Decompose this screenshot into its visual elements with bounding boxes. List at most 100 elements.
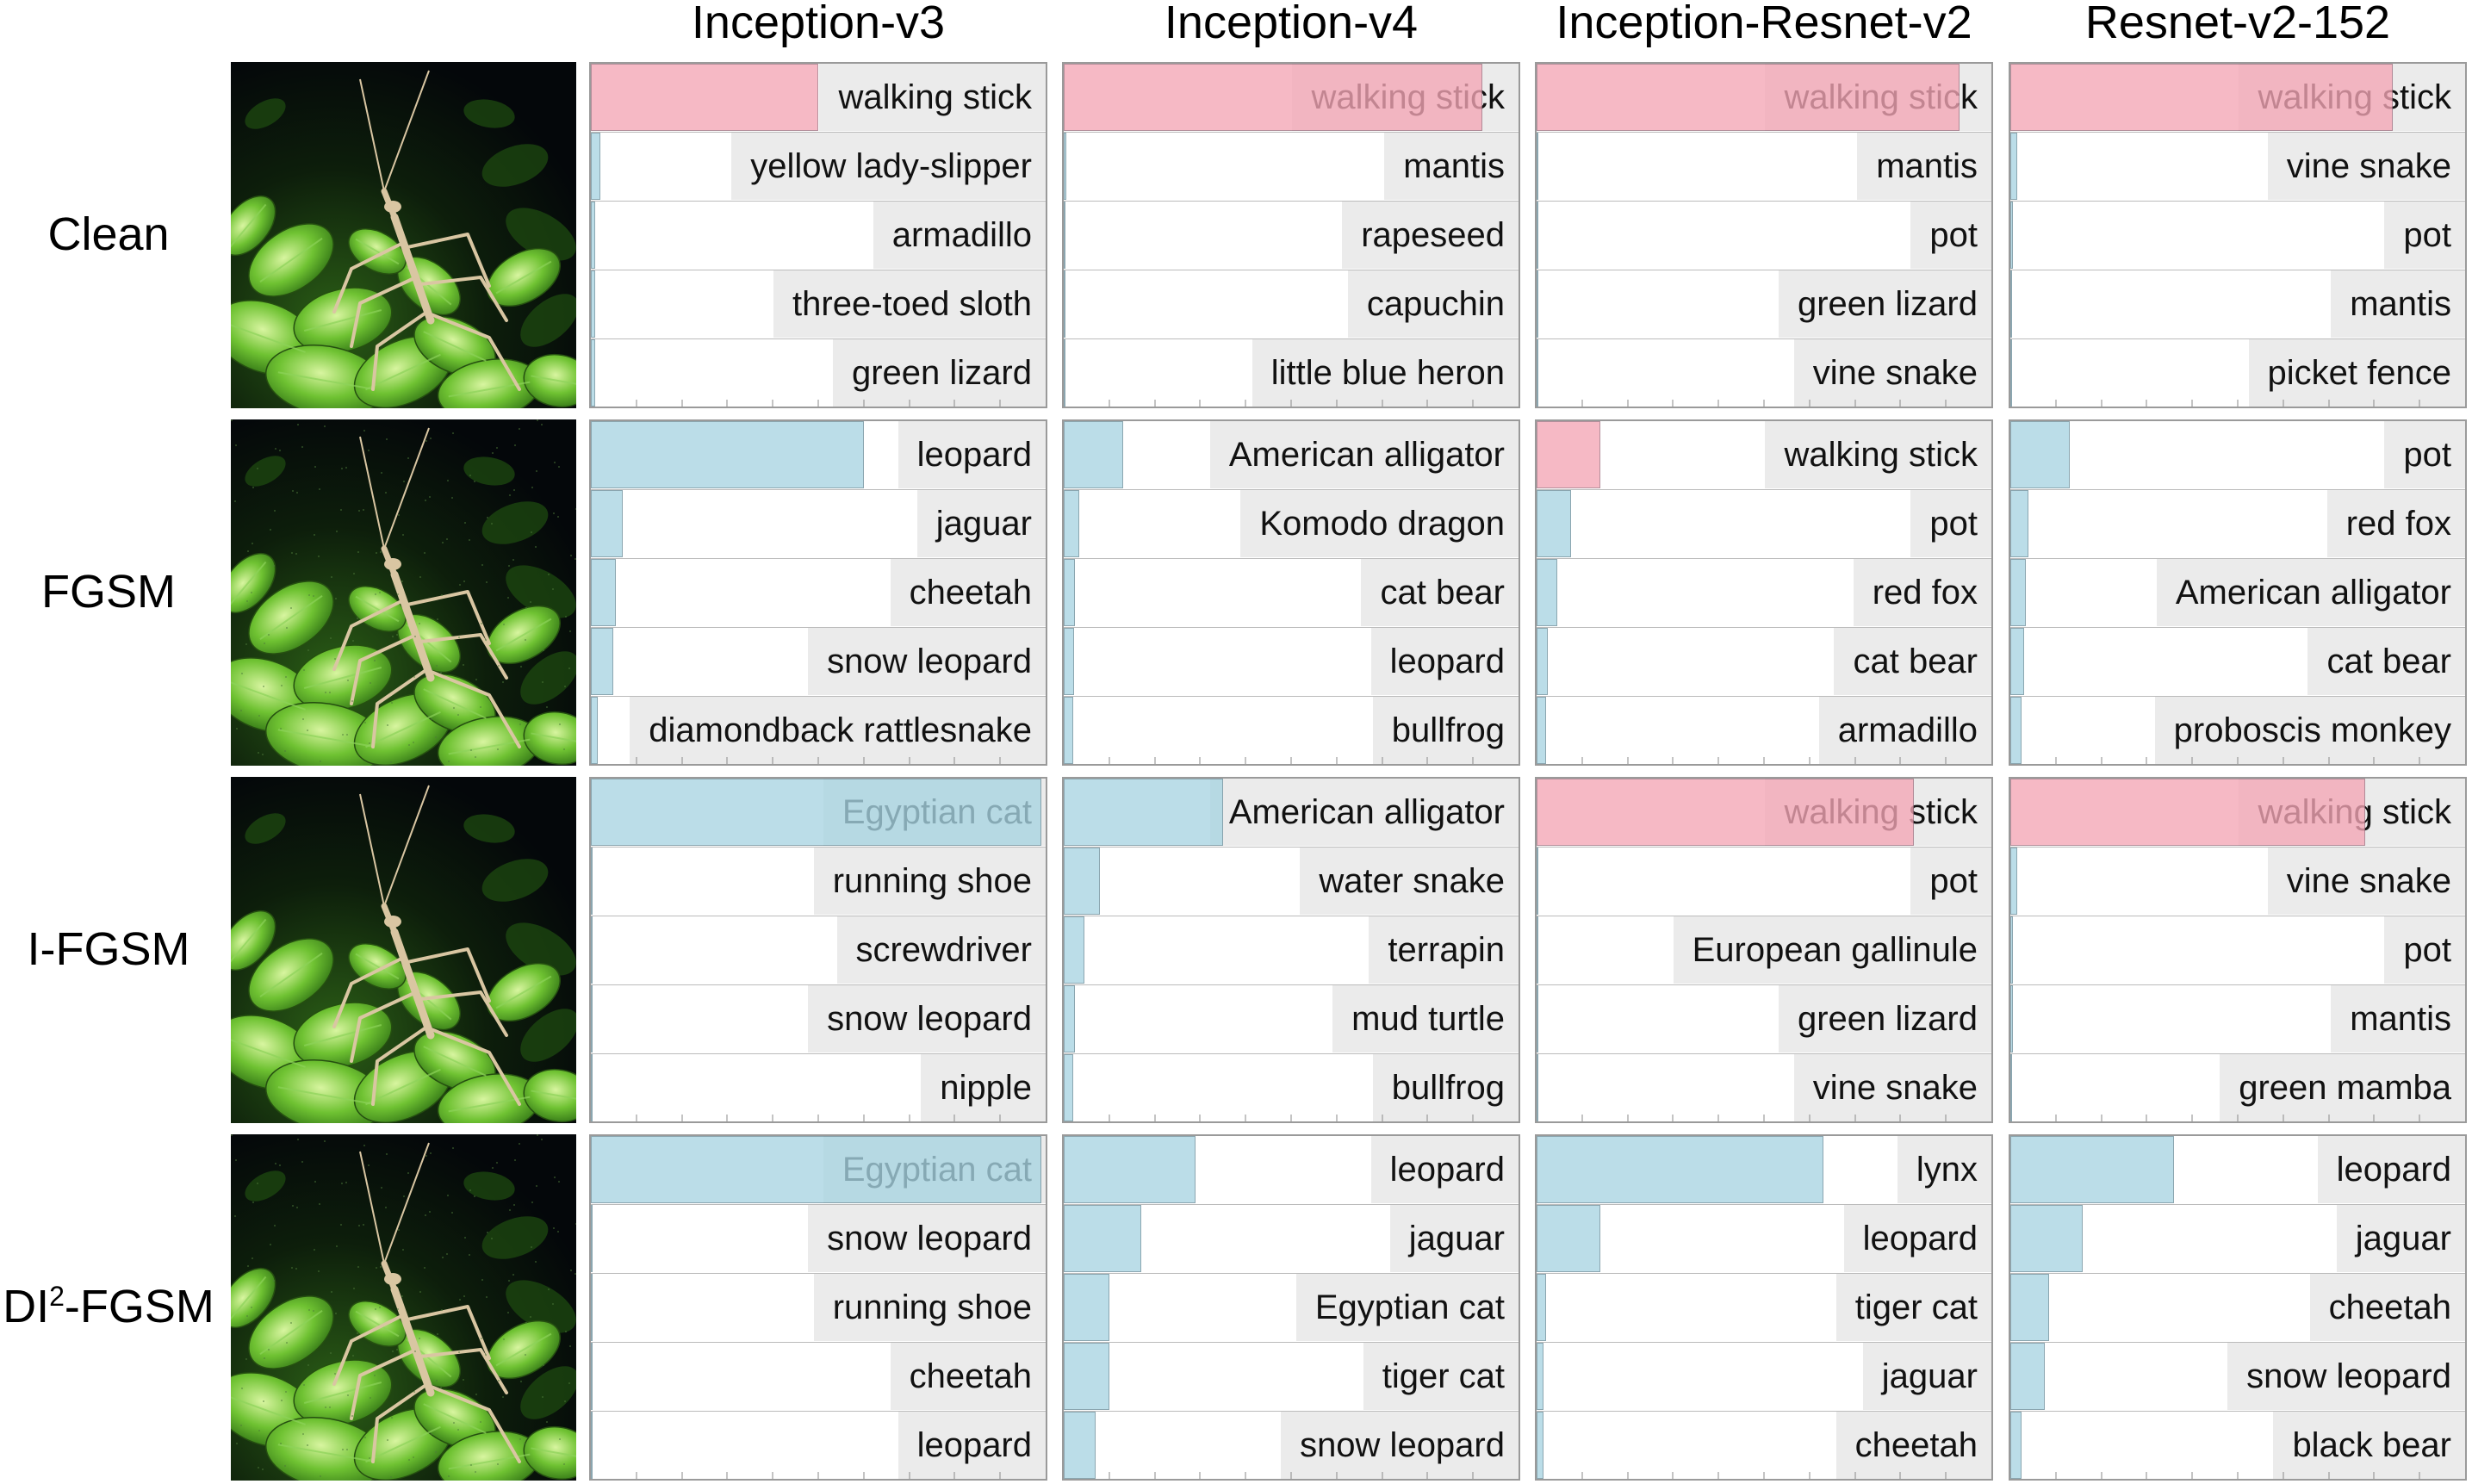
bar-row: tiger cat [1064, 1343, 1519, 1412]
probability-bar [591, 559, 616, 626]
probability-bar [1537, 559, 1557, 626]
probability-bar [1064, 490, 1079, 557]
row-label-text: -FGSM [64, 1281, 214, 1332]
row-separator [591, 984, 1046, 985]
row-separator [2010, 132, 2465, 133]
category-label: bullfrog [1372, 1054, 1519, 1121]
probability-bar [1537, 270, 1538, 338]
bar-row: bullfrog [1064, 1054, 1519, 1121]
category-label: mantis [2331, 270, 2465, 338]
category-label: vine snake [2267, 848, 2465, 915]
bar-row: tiger cat [1537, 1274, 1991, 1343]
row-separator [591, 1204, 1046, 1205]
probability-bar [2010, 628, 2024, 695]
probability-bar [2010, 64, 2393, 131]
bar-row: diamondback rattlesnake [591, 697, 1046, 764]
bar-row: pot [1537, 202, 1991, 270]
category-label: snow leopard [808, 1205, 1046, 1272]
bar-row: mantis [1537, 133, 1991, 202]
x-axis-ticks [1581, 1472, 1947, 1479]
column-header: Inception-v4 [1164, 0, 1419, 48]
probability-bar [1064, 1136, 1196, 1203]
probability-bar [1537, 779, 1914, 846]
row-separator [1537, 338, 1991, 339]
probability-bar [1537, 133, 1538, 200]
probability-bar [591, 421, 864, 488]
bar-row: walking stick [2010, 779, 2465, 848]
probability-bar [1064, 1412, 1096, 1479]
category-label: cat bear [2307, 628, 2465, 695]
bar-row: snow leopard [1064, 1412, 1519, 1479]
bar-row: green lizard [591, 339, 1046, 407]
probability-bar [1537, 64, 1960, 131]
row-label: FGSM [41, 566, 176, 618]
probability-bar [591, 339, 595, 407]
bar-row: red fox [1537, 559, 1991, 628]
probability-bar [1064, 848, 1100, 915]
row-separator [1537, 984, 1991, 985]
category-label: Egyptian cat [1295, 1274, 1519, 1341]
probability-bar [1064, 697, 1073, 764]
bar-row: leopard [1064, 628, 1519, 697]
bar-row: proboscis monkey [2010, 697, 2465, 764]
probability-bar [1064, 133, 1066, 200]
category-label: tiger cat [1363, 1343, 1519, 1410]
x-axis-ticks [636, 1115, 1001, 1121]
row-separator [1537, 627, 1991, 628]
bar-row: picket fence [2010, 339, 2465, 407]
bar-chart-panel: leopard jaguar Egyptian cat tiger cat snow l… [1062, 1134, 1520, 1481]
probability-bar [2010, 779, 2365, 846]
photo-image [231, 1134, 576, 1481]
category-label: mantis [1857, 133, 1991, 200]
probability-bar [591, 916, 593, 984]
x-axis-ticks [636, 1472, 1001, 1479]
category-label: Komodo dragon [1240, 490, 1519, 557]
bar-row: American alligator [1064, 779, 1519, 848]
category-label: yellow lady-slipper [731, 133, 1046, 200]
bar-row: Egyptian cat [591, 1136, 1046, 1205]
category-label: pot [2384, 202, 2465, 269]
row-separator [2010, 984, 2465, 985]
probability-bar [1537, 1054, 1538, 1121]
category-label: leopard [897, 1412, 1046, 1479]
row-separator [591, 132, 1046, 133]
probability-bar [1064, 270, 1065, 338]
row-separator [1064, 847, 1519, 848]
probability-bar [2010, 1343, 2045, 1410]
row-separator [591, 1053, 1046, 1054]
bar-row: Komodo dragon [1064, 490, 1519, 559]
bar-row: running shoe [591, 1274, 1046, 1343]
bar-chart-panel: walking stickmantisrapeseedcapuchinlittl… [1062, 62, 1520, 408]
category-label: green lizard [832, 339, 1046, 407]
category-label: armadillo [1818, 697, 1991, 764]
bar-row: armadillo [1537, 697, 1991, 764]
category-label: mantis [1384, 133, 1519, 200]
bar-row: green mamba [2010, 1054, 2465, 1121]
row-separator [1537, 558, 1991, 559]
probability-bar [591, 779, 1041, 846]
walking-stick-photo [231, 777, 576, 1123]
probability-bar [1537, 697, 1546, 764]
row-separator [1064, 489, 1519, 490]
probability-bar [591, 270, 595, 338]
row-separator [591, 696, 1046, 697]
probability-bar [2010, 202, 2013, 269]
row-separator [2010, 627, 2465, 628]
category-label: running shoe [813, 1274, 1046, 1341]
probability-bar [2010, 1136, 2174, 1203]
category-label: pot [1910, 202, 1991, 269]
row-separator [1537, 1342, 1991, 1343]
probability-bar [1537, 490, 1571, 557]
probability-bar [591, 1343, 593, 1410]
category-label: pot [2384, 916, 2465, 984]
bar-row: snow leopard [591, 1205, 1046, 1274]
row-separator [591, 627, 1046, 628]
probability-bar [591, 1274, 593, 1341]
row-separator [591, 1411, 1046, 1412]
bar-row: pot [2010, 202, 2465, 270]
probability-bar [1064, 985, 1075, 1052]
category-label: pot [2384, 421, 2465, 488]
category-label: capuchin [1347, 270, 1519, 338]
row-separator [1064, 1411, 1519, 1412]
